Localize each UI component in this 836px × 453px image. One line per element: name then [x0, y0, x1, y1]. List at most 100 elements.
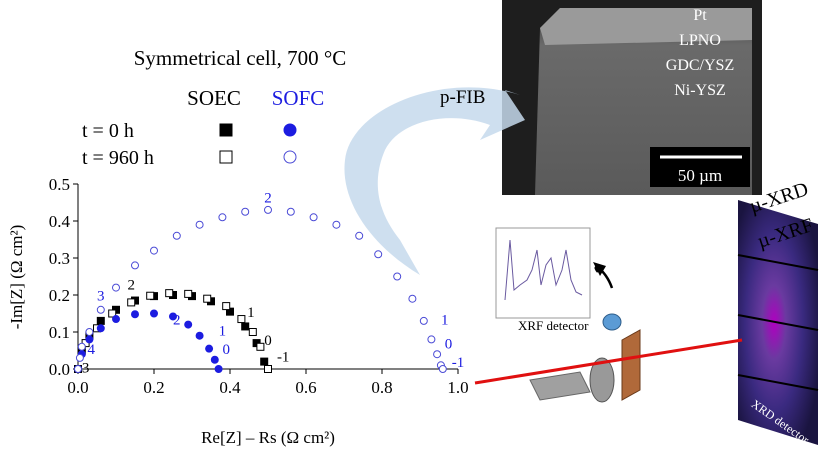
marker: [241, 322, 250, 331]
legend-marker: [219, 150, 233, 164]
marker: [112, 315, 120, 324]
marker: [438, 365, 447, 373]
marker: [210, 355, 219, 364]
marker: [146, 291, 155, 300]
legend-column: SOEC: [187, 86, 241, 110]
marker: [214, 365, 223, 373]
marker: [222, 302, 231, 311]
method-label: p-FIB: [440, 87, 485, 108]
marker: [260, 357, 269, 366]
y-tick-label: 0.5: [49, 175, 70, 194]
marker: [205, 344, 214, 353]
legend-column: SOFC: [272, 86, 325, 110]
xrf-spectrum: [495, 227, 591, 319]
y-tick-label: 0.1: [49, 323, 70, 342]
marker: [393, 272, 402, 281]
optic: [589, 357, 615, 403]
marker: [427, 335, 436, 344]
frequency-label: 3: [97, 289, 105, 305]
frequency-label: -1: [277, 350, 290, 366]
layer-label: Ni-YSZ: [674, 82, 726, 99]
marker: [96, 324, 105, 333]
marker: [237, 315, 246, 324]
marker: [256, 342, 265, 351]
y-tick-label: 0.4: [49, 212, 71, 231]
legend-marker: [283, 123, 297, 137]
layer-label: Pt: [693, 7, 707, 24]
marker: [218, 213, 227, 222]
sample: [621, 329, 641, 401]
marker: [433, 350, 442, 359]
beam: [474, 338, 743, 385]
p-fib-arrow: [344, 87, 525, 275]
y-axis-title: -Im[Z] (Ω cm²): [7, 225, 26, 330]
xrf-detector: [602, 313, 622, 331]
marker: [127, 298, 136, 307]
frequency-label: 1: [219, 324, 227, 340]
nyquist-chart: Symmetrical cell, 700 °C SOEC SOFC t = 0…: [7, 46, 469, 447]
marker: [169, 312, 177, 321]
marker: [150, 309, 158, 318]
marker: [355, 231, 364, 240]
layer-label: GDC/YSZ: [666, 57, 734, 74]
x-tick-label: 1.0: [447, 378, 468, 397]
marker: [248, 328, 257, 336]
frequency-label: 4: [88, 342, 96, 358]
marker: [74, 365, 82, 373]
legend-marker: [283, 150, 297, 164]
marker: [332, 220, 341, 229]
marker: [195, 220, 204, 229]
frequency-label: 0: [264, 333, 272, 349]
x-tick-label: 0.8: [371, 378, 392, 397]
x-tick-label: 0.0: [67, 378, 88, 397]
marker: [85, 328, 94, 336]
x-tick-label: 0.6: [295, 378, 316, 397]
y-tick-label: 0.3: [49, 249, 70, 268]
marker: [309, 213, 318, 222]
x-axis-title: Re[Z] – Rs (Ω cm²): [201, 428, 335, 447]
sem-image: 50 µm Pt LPNO GDC/YSZ Ni-YSZ: [502, 0, 762, 195]
y-tick-label: 0.0: [49, 360, 70, 379]
marker: [96, 316, 105, 325]
frequency-label: -1: [452, 355, 465, 371]
marker: [286, 207, 295, 216]
marker: [419, 316, 428, 325]
marker: [184, 320, 193, 329]
marker: [264, 205, 272, 214]
marker: [108, 309, 117, 318]
marker: [264, 365, 272, 373]
legend-row: t = 0 h: [82, 120, 134, 142]
frequency-label: 2: [127, 277, 135, 293]
marker: [165, 289, 174, 298]
legend-row: t = 960 h: [82, 147, 154, 169]
scale-bar-label: 50 µm: [678, 166, 722, 185]
marker: [150, 246, 158, 255]
marker: [131, 261, 139, 270]
xrf-arrowhead: [593, 262, 606, 276]
y-tick-label: 0.2: [49, 286, 70, 305]
frequency-label: 0: [445, 337, 453, 353]
marker: [184, 289, 193, 298]
marker: [241, 207, 250, 216]
marker: [96, 305, 105, 314]
marker: [203, 294, 212, 303]
marker: [408, 294, 417, 303]
optic: [529, 371, 591, 401]
xrf-detector-label: XRF detector: [518, 318, 589, 333]
frequency-label: 2: [264, 191, 272, 207]
x-tick-label: 0.2: [143, 378, 164, 397]
legend-marker: [219, 123, 233, 137]
frequency-label: 1: [441, 313, 449, 329]
marker: [77, 342, 86, 351]
marker: [195, 331, 204, 340]
marker: [112, 283, 120, 292]
frequency-label: 0: [222, 342, 230, 358]
marker: [75, 353, 84, 362]
legend-title: Symmetrical cell, 700 °C: [134, 46, 347, 70]
frequency-label: 2: [173, 313, 181, 329]
xrd-detector: XRD detector: [737, 200, 819, 447]
marker: [374, 250, 383, 259]
layer-label: LPNO: [679, 32, 721, 49]
